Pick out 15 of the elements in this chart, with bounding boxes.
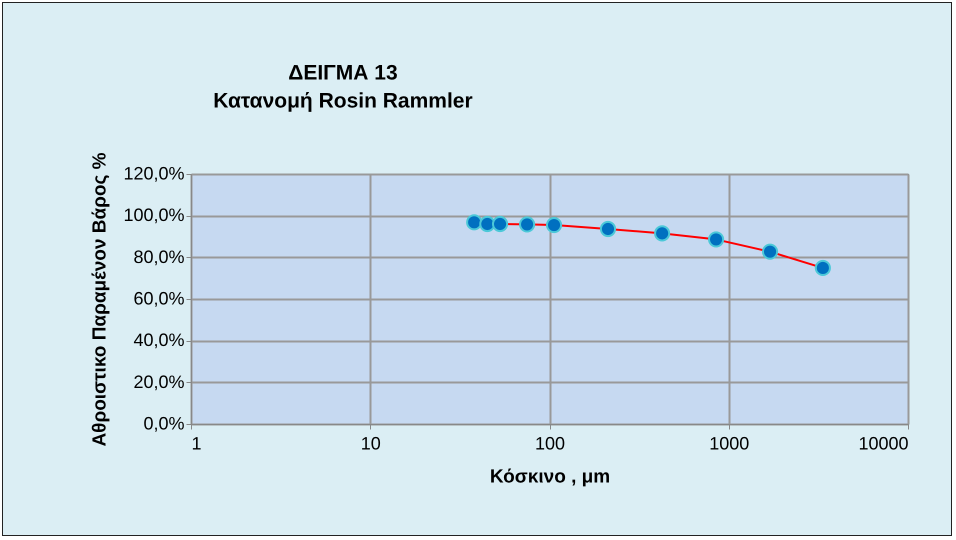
y-tick-label: 20,0% <box>133 372 184 392</box>
x-tick-label: 1000 <box>709 434 750 454</box>
x-tick-label: 100 <box>534 434 566 454</box>
x-tick-label: 10 <box>360 434 381 454</box>
y-tick-label: 40,0% <box>133 330 184 350</box>
y-tick-label: 80,0% <box>133 246 184 267</box>
x-axis-title: Κόσκινο , μm <box>490 466 610 488</box>
y-tick-label: 60,0% <box>133 288 184 308</box>
y-tick-label: 100,0% <box>123 205 184 226</box>
x-tick-label: 10000 <box>858 434 908 454</box>
y-tick-label: 0,0% <box>143 414 184 434</box>
y-tick-label: 120,0% <box>123 164 184 184</box>
x-tick-label: 1 <box>192 434 202 454</box>
y-axis-title: Αθροιστικο Παραμένον Βάρος % <box>89 152 110 447</box>
chart-title: ΔΕΙΓΜΑ 13 Κατανομή Rosin Rammler <box>213 61 473 112</box>
